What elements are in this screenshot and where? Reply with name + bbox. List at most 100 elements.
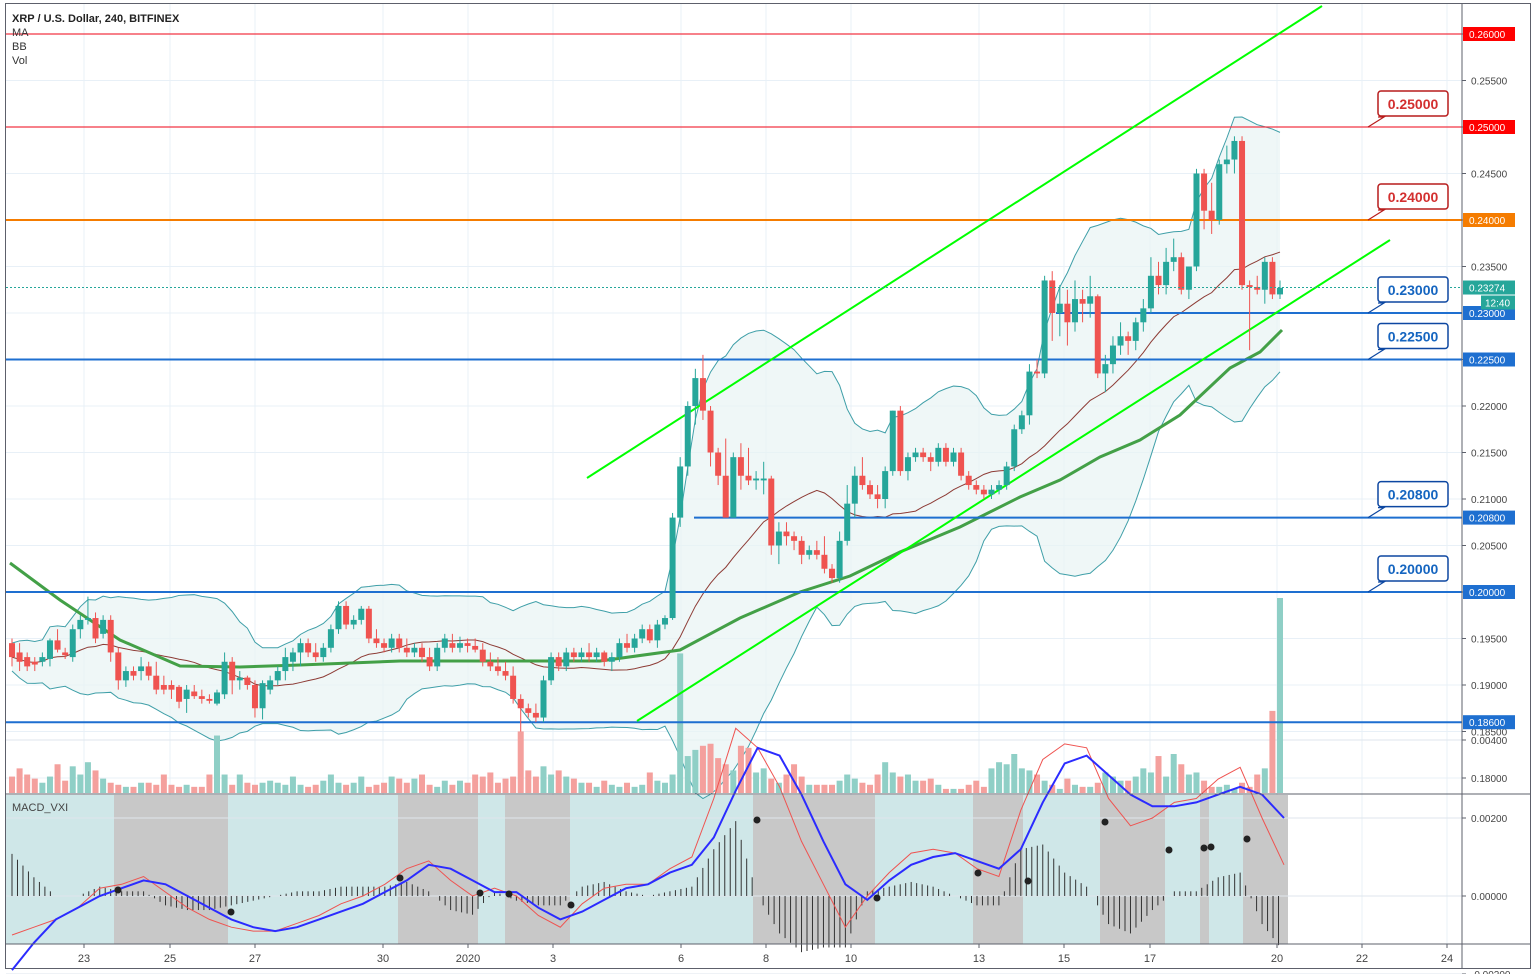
volume-bar: [942, 788, 949, 793]
candle-body: [1208, 210, 1215, 220]
volume-bar: [897, 776, 904, 793]
candle-body: [517, 698, 524, 709]
volume-bar: [1132, 776, 1139, 793]
candle-body: [1170, 257, 1177, 262]
volume-bar: [62, 780, 69, 793]
volume-bar: [548, 774, 555, 793]
candle-body: [381, 643, 388, 648]
volume-bar: [343, 784, 350, 793]
level-callout-0.25000[interactable]: 0.25000: [1367, 90, 1449, 128]
volume-bar: [107, 782, 114, 793]
volume-bar: [768, 778, 775, 793]
candle-body: [320, 647, 327, 658]
candle-body: [631, 638, 638, 648]
level-badge[interactable]: [1463, 213, 1515, 227]
level-badge-label: 0.24000: [1469, 216, 1506, 227]
volume-bar: [669, 774, 676, 793]
volume-bar: [1193, 772, 1200, 793]
volume-bar: [1079, 786, 1086, 793]
candle-body: [191, 691, 198, 697]
time-axis[interactable]: 23 25 27 30 2020 3 6 8 10 13 15 17 20 22 24: [78, 944, 1453, 965]
volume-bar: [373, 784, 380, 793]
candle-body: [472, 645, 479, 650]
volume-bar: [1223, 784, 1230, 793]
level-badge[interactable]: [1463, 120, 1515, 134]
volume-bar: [100, 778, 107, 793]
volume-bar: [1049, 784, 1056, 793]
current-price-badge[interactable]: [1463, 280, 1515, 295]
volume-bar: [775, 782, 782, 793]
volume-bar: [661, 782, 668, 793]
time-tick-label: 24: [1441, 953, 1453, 965]
candle-body: [555, 657, 562, 667]
countdown-label: 12:40: [1485, 299, 1510, 310]
volume-bar: [1125, 780, 1132, 793]
candle-body: [39, 657, 46, 662]
volume-bar: [191, 786, 198, 793]
volume-bar: [889, 772, 896, 793]
volume-bar: [684, 756, 691, 793]
volume-bar: [730, 770, 737, 793]
candle-body: [980, 489, 987, 495]
volume-bar: [1109, 776, 1116, 793]
volume-bar: [783, 774, 790, 793]
trendline-lower[interactable]: [636, 239, 1391, 722]
level-badge[interactable]: [1463, 510, 1515, 525]
candle-body: [722, 475, 729, 518]
volume-bar: [1147, 772, 1154, 793]
volume-bar: [327, 774, 334, 793]
volume-bar: [221, 774, 228, 793]
candle-body: [1155, 275, 1162, 286]
indicator-ma-label[interactable]: MA: [12, 27, 29, 39]
level-callout-0.22500[interactable]: 0.22500: [1367, 322, 1449, 361]
volume-bar: [1261, 768, 1268, 793]
volume-bar: [570, 778, 577, 793]
indicator-vol-label[interactable]: Vol: [12, 55, 28, 67]
candle-body: [1178, 257, 1185, 290]
callout-box: [1377, 480, 1449, 508]
candle-body: [419, 647, 426, 658]
level-badge-label: 0.20800: [1469, 514, 1506, 525]
callout-pointer: [1367, 348, 1387, 361]
volume-bar: [608, 784, 615, 793]
level-badge[interactable]: [1463, 352, 1515, 367]
candle-body: [138, 666, 145, 672]
level-callout-0.24000[interactable]: 0.24000: [1367, 183, 1449, 221]
candle-body: [327, 629, 334, 648]
candle-body: [525, 708, 532, 713]
trendline-upper[interactable]: [586, 5, 1323, 479]
indicator-bb-label[interactable]: BB: [12, 41, 27, 53]
volume-bar: [699, 745, 706, 793]
candle-body: [206, 698, 213, 701]
volume-bar: [958, 788, 965, 793]
candles: [9, 136, 1283, 732]
level-callout-0.20800[interactable]: 0.20800: [1367, 480, 1449, 519]
callout-pointer: [1367, 302, 1387, 314]
price-tick-label: 0.21000: [1471, 495, 1508, 506]
candle-body: [745, 475, 752, 481]
price-tick-label: 0.25500: [1471, 77, 1508, 88]
macd-bearish-zone: [114, 795, 228, 944]
candle-body: [806, 550, 813, 555]
volume-bar: [760, 768, 767, 793]
volume-bar: [920, 780, 927, 793]
macd-pane-label[interactable]: MACD_VXI: [12, 802, 69, 814]
chart-legend: XRP / U.S. Dollar, 240, BITFINEX MA BB V…: [12, 12, 179, 68]
candle-body: [874, 494, 881, 499]
candle-body: [130, 671, 137, 676]
price-axis[interactable]: 0.26000 0.25500 0.25000 0.24500 0.24000 0.235…: [1462, 27, 1515, 974]
level-badge[interactable]: [1463, 27, 1515, 41]
candle-body: [1132, 322, 1139, 341]
candle-body: [927, 457, 934, 462]
callout-text: 0.24000: [1388, 189, 1439, 205]
callout-text: 0.25000: [1388, 96, 1439, 112]
candle-body: [882, 471, 889, 499]
level-callout-0.20000[interactable]: 0.20000: [1367, 555, 1449, 593]
level-badge[interactable]: [1463, 715, 1515, 730]
level-badge[interactable]: [1463, 585, 1515, 599]
level-callout-0.23000[interactable]: 0.23000: [1367, 276, 1449, 314]
candle-body: [586, 652, 593, 658]
volume-bar: [1277, 598, 1283, 793]
symbol-title[interactable]: XRP / U.S. Dollar, 240, BITFINEX: [12, 13, 180, 25]
